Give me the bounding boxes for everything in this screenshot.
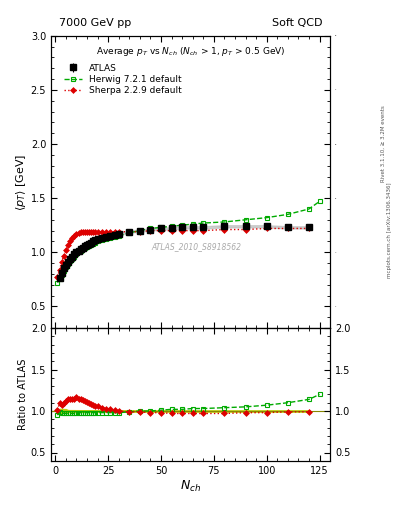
Herwig 7.2.1 default — [78, 248, 83, 254]
Y-axis label: $\langle p_T \rangle$ [GeV]: $\langle p_T \rangle$ [GeV] — [14, 153, 28, 210]
Legend: ATLAS, Herwig 7.2.1 default, Sherpa 2.2.9 default: ATLAS, Herwig 7.2.1 default, Sherpa 2.2.… — [61, 61, 185, 98]
Sherpa 2.2.9 default — [159, 227, 163, 233]
Sherpa 2.2.9 default — [89, 229, 94, 235]
Sherpa 2.2.9 default — [264, 225, 269, 231]
Sherpa 2.2.9 default — [74, 231, 79, 237]
Sherpa 2.2.9 default — [93, 229, 98, 235]
Herwig 7.2.1 default — [72, 253, 77, 260]
Herwig 7.2.1 default — [83, 245, 87, 251]
Sherpa 2.2.9 default — [243, 226, 248, 232]
Herwig 7.2.1 default — [127, 230, 132, 236]
Sherpa 2.2.9 default — [72, 233, 77, 239]
Herwig 7.2.1 default — [108, 235, 113, 241]
Text: 7000 GeV pp: 7000 GeV pp — [59, 18, 131, 28]
Sherpa 2.2.9 default — [81, 229, 85, 235]
Herwig 7.2.1 default — [76, 249, 81, 255]
Herwig 7.2.1 default — [201, 220, 206, 226]
Herwig 7.2.1 default — [61, 268, 66, 274]
Herwig 7.2.1 default — [93, 240, 98, 246]
Sherpa 2.2.9 default — [78, 229, 83, 235]
Sherpa 2.2.9 default — [76, 230, 81, 236]
Sherpa 2.2.9 default — [116, 229, 121, 235]
Herwig 7.2.1 default — [95, 239, 100, 245]
Text: Rivet 3.1.10, ≥ 3.2M events: Rivet 3.1.10, ≥ 3.2M events — [381, 105, 386, 182]
Sherpa 2.2.9 default — [95, 229, 100, 235]
Herwig 7.2.1 default — [70, 255, 75, 262]
Herwig 7.2.1 default — [104, 236, 108, 242]
Sherpa 2.2.9 default — [61, 252, 66, 259]
Herwig 7.2.1 default — [138, 227, 142, 233]
Herwig 7.2.1 default — [243, 217, 248, 223]
Herwig 7.2.1 default — [59, 272, 64, 278]
Herwig 7.2.1 default — [81, 246, 85, 252]
Herwig 7.2.1 default — [89, 242, 94, 248]
Herwig 7.2.1 default — [317, 198, 322, 204]
Text: mcplots.cern.ch [arXiv:1306.3436]: mcplots.cern.ch [arXiv:1306.3436] — [387, 183, 391, 278]
Text: ATLAS_2010_S8918562: ATLAS_2010_S8918562 — [151, 242, 241, 251]
Herwig 7.2.1 default — [264, 215, 269, 221]
Sherpa 2.2.9 default — [148, 227, 153, 233]
Line: Herwig 7.2.1 default: Herwig 7.2.1 default — [55, 199, 322, 285]
Herwig 7.2.1 default — [307, 206, 311, 212]
Sherpa 2.2.9 default — [190, 227, 195, 233]
Sherpa 2.2.9 default — [55, 274, 60, 280]
Sherpa 2.2.9 default — [70, 235, 75, 241]
Herwig 7.2.1 default — [66, 261, 70, 267]
Sherpa 2.2.9 default — [138, 229, 142, 235]
Sherpa 2.2.9 default — [112, 229, 117, 235]
Herwig 7.2.1 default — [169, 223, 174, 229]
Sherpa 2.2.9 default — [87, 229, 92, 235]
Herwig 7.2.1 default — [84, 244, 89, 250]
Herwig 7.2.1 default — [116, 233, 121, 239]
Herwig 7.2.1 default — [99, 237, 104, 243]
Herwig 7.2.1 default — [64, 264, 68, 270]
Sherpa 2.2.9 default — [307, 225, 311, 231]
Herwig 7.2.1 default — [285, 211, 290, 218]
Herwig 7.2.1 default — [57, 276, 62, 283]
Y-axis label: Ratio to ATLAS: Ratio to ATLAS — [18, 359, 28, 430]
Sherpa 2.2.9 default — [68, 239, 72, 245]
Sherpa 2.2.9 default — [104, 229, 108, 235]
Herwig 7.2.1 default — [222, 219, 227, 225]
Sherpa 2.2.9 default — [64, 247, 68, 253]
Text: Soft QCD: Soft QCD — [272, 18, 322, 28]
Herwig 7.2.1 default — [91, 241, 96, 247]
Sherpa 2.2.9 default — [201, 227, 206, 233]
Sherpa 2.2.9 default — [180, 227, 184, 233]
Sherpa 2.2.9 default — [169, 227, 174, 233]
X-axis label: $N_{ch}$: $N_{ch}$ — [180, 478, 201, 494]
Sherpa 2.2.9 default — [99, 229, 104, 235]
Sherpa 2.2.9 default — [222, 226, 227, 232]
Text: Average $p_T$ vs $N_{ch}$ ($N_{ch}$ > 1, $p_T$ > 0.5 GeV): Average $p_T$ vs $N_{ch}$ ($N_{ch}$ > 1,… — [96, 45, 285, 58]
Sherpa 2.2.9 default — [57, 266, 62, 272]
Herwig 7.2.1 default — [112, 234, 117, 240]
Herwig 7.2.1 default — [159, 224, 163, 230]
Line: Sherpa 2.2.9 default: Sherpa 2.2.9 default — [55, 226, 311, 279]
Sherpa 2.2.9 default — [59, 259, 64, 265]
Herwig 7.2.1 default — [68, 258, 72, 264]
Sherpa 2.2.9 default — [66, 242, 70, 248]
Herwig 7.2.1 default — [74, 251, 79, 258]
Sherpa 2.2.9 default — [127, 229, 132, 235]
Sherpa 2.2.9 default — [84, 229, 89, 235]
Herwig 7.2.1 default — [180, 222, 184, 228]
Sherpa 2.2.9 default — [83, 229, 87, 235]
Herwig 7.2.1 default — [55, 280, 60, 286]
Herwig 7.2.1 default — [190, 221, 195, 227]
Sherpa 2.2.9 default — [108, 229, 113, 235]
Herwig 7.2.1 default — [87, 243, 92, 249]
Sherpa 2.2.9 default — [285, 225, 290, 231]
Herwig 7.2.1 default — [148, 225, 153, 231]
Sherpa 2.2.9 default — [91, 229, 96, 235]
